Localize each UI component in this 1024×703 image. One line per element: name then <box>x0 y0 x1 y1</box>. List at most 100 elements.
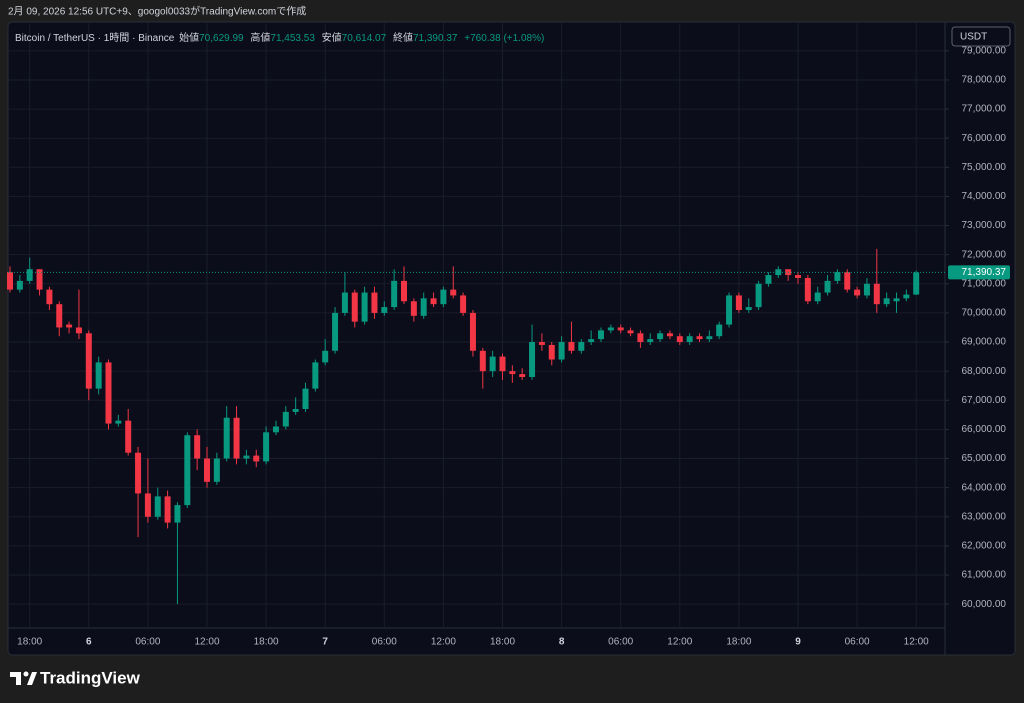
y-tick-label: 78,000.00 <box>962 75 1007 86</box>
y-tick-label: 74,000.00 <box>962 191 1007 202</box>
candle-body <box>558 342 565 360</box>
candle-body <box>194 435 201 459</box>
candle-body <box>125 420 132 453</box>
y-tick-label: 75,000.00 <box>962 162 1007 173</box>
candle-body <box>726 295 733 325</box>
candle-body <box>745 307 752 311</box>
candle-body <box>410 301 417 316</box>
candle-body <box>204 458 210 482</box>
candle-body <box>351 292 358 322</box>
candle-body <box>391 280 398 308</box>
open-label: 始値 <box>179 33 200 44</box>
high-label: 高値 <box>250 33 271 44</box>
candle-body <box>824 280 831 293</box>
y-tick-label: 70,000.00 <box>962 308 1007 319</box>
x-tick-label: 12:00 <box>904 637 929 648</box>
candle-body <box>775 269 782 276</box>
symbol: Bitcoin / TetherUS · 1時間 · Binance <box>15 33 175 44</box>
x-tick-label: 06:00 <box>135 637 160 648</box>
x-tick-label: 06:00 <box>845 637 870 648</box>
candle-body <box>647 339 654 343</box>
candle-body <box>420 298 427 316</box>
candle-body <box>804 277 811 302</box>
y-tick-label: 61,000.00 <box>962 570 1007 581</box>
candle-body <box>75 327 82 334</box>
candle-body <box>706 336 713 340</box>
candle-body <box>401 280 407 302</box>
currency-button[interactable] <box>951 26 1011 47</box>
x-tick-label: 9 <box>795 637 801 648</box>
candle-body <box>66 324 73 328</box>
last-price-label: 71,390.37 <box>962 267 1007 278</box>
candle-body <box>95 362 102 389</box>
y-tick-label: 68,000.00 <box>962 366 1007 377</box>
chart-panel <box>7 21 1016 656</box>
candle-body <box>361 292 368 322</box>
x-tick-label: 06:00 <box>372 637 397 648</box>
candle-body <box>450 289 457 296</box>
x-tick-label: 12:00 <box>667 637 692 648</box>
candle-body <box>144 493 151 517</box>
low-label: 安値 <box>321 33 342 44</box>
x-tick-label: 18:00 <box>726 637 751 648</box>
candle-body <box>115 420 122 424</box>
candle-body <box>302 388 309 410</box>
candle-body <box>213 458 220 482</box>
x-tick-label: 8 <box>559 637 565 648</box>
x-tick-label: 18:00 <box>17 637 42 648</box>
candle-body <box>627 330 634 334</box>
x-tick-label: 12:00 <box>194 637 219 648</box>
y-tick-label: 71,000.00 <box>962 278 1007 289</box>
candle-body <box>795 275 801 278</box>
candle-body <box>233 417 240 459</box>
candle-body <box>548 344 555 360</box>
y-tick-label: 62,000.00 <box>962 541 1007 552</box>
candle-body <box>105 362 112 424</box>
close-label: 終値 <box>392 33 413 44</box>
currency-label[interactable]: USDT <box>960 32 987 43</box>
candle-body <box>834 272 841 281</box>
candle-body <box>7 272 13 290</box>
candle-body <box>844 272 851 290</box>
candle-body <box>598 330 604 340</box>
candle-body <box>135 452 142 494</box>
candle-body <box>184 435 191 506</box>
candle-body <box>735 295 742 311</box>
candle-body <box>578 342 585 351</box>
x-tick-label: 18:00 <box>254 637 279 648</box>
candle-body <box>26 269 33 281</box>
candle-body <box>755 283 762 308</box>
candle-body <box>637 333 644 343</box>
candle-body <box>588 339 595 343</box>
x-tick-label: 06:00 <box>608 637 633 648</box>
y-tick-label: 64,000.00 <box>962 482 1007 493</box>
candle-body <box>716 324 723 337</box>
candle-body <box>666 333 673 337</box>
y-tick-label: 66,000.00 <box>962 424 1007 435</box>
candle-body <box>479 350 486 372</box>
candle-body <box>223 417 230 459</box>
candle-body <box>46 289 53 305</box>
y-tick-label: 72,000.00 <box>962 249 1007 260</box>
candle-body <box>863 283 870 296</box>
candle-body <box>509 371 516 375</box>
candle-body <box>696 336 703 340</box>
candle-body <box>430 298 437 305</box>
candle-body <box>243 455 250 459</box>
candle-body <box>272 426 279 433</box>
created-note: 2月 09, 2026 12:56 UTC+9、googol0033がTradi… <box>8 5 306 18</box>
logo-icon <box>10 671 37 685</box>
y-tick-label: 79,000.00 <box>962 45 1007 56</box>
x-tick-label: 18:00 <box>490 637 515 648</box>
candle-body <box>568 342 575 351</box>
candle-body <box>36 269 43 290</box>
candle-body <box>263 432 270 462</box>
candle-body <box>893 298 900 302</box>
candle-body <box>154 496 161 517</box>
candle-body <box>56 304 63 328</box>
candle-body <box>538 342 545 345</box>
candle-body <box>519 374 526 377</box>
candle-body <box>814 292 821 302</box>
candle-body <box>16 280 23 290</box>
